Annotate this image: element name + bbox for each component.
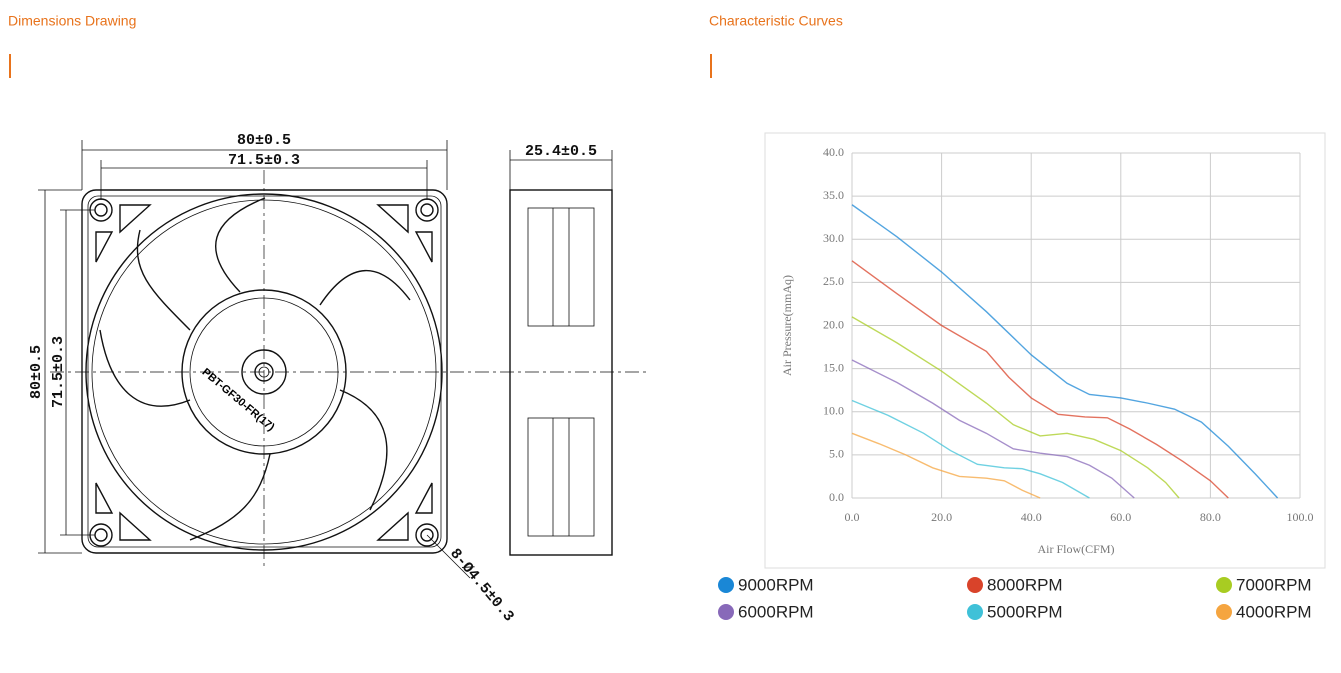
- legend-marker: [967, 577, 983, 593]
- x-tick-label: 80.0: [1200, 510, 1221, 524]
- heading-accent: [710, 54, 712, 78]
- heading-accent: [9, 54, 11, 78]
- legend-label: 9000RPM: [738, 575, 814, 594]
- series-line: [851, 432, 1041, 499]
- y-axis-label: Air Pressure(mmAq): [780, 275, 794, 376]
- x-tick-label: 40.0: [1021, 510, 1042, 524]
- chart-frame: [764, 132, 1326, 569]
- x-tick-label: 20.0: [931, 510, 952, 524]
- y-tick-label: 30.0: [823, 231, 844, 245]
- dimension-label: 8-Ø4.5±0.3: [446, 545, 517, 625]
- y-tick-label: 35.0: [823, 188, 844, 202]
- dimension-label: 71.5±0.3: [228, 152, 300, 169]
- dimension-label: 80±0.5: [28, 345, 45, 399]
- section-heading: Dimensions Drawing: [8, 13, 136, 29]
- chart: 0.0 5.0 10.0 15.0 20.0 25.0 30.0 35.0 40.0 0.0 20.…: [718, 145, 1314, 621]
- x-axis-label: Air Flow(CFM): [1037, 542, 1114, 556]
- legend-marker: [1216, 604, 1232, 620]
- section-heading: Characteristic Curves: [709, 13, 843, 29]
- y-tick-label: 20.0: [823, 317, 844, 331]
- legend-label: 4000RPM: [1236, 602, 1312, 621]
- legend-marker: [1216, 577, 1232, 593]
- x-tick-label: 100.0: [1287, 510, 1314, 524]
- legend-marker: [967, 604, 983, 620]
- y-tick-label: 5.0: [829, 447, 844, 461]
- y-tick-label: 10.0: [823, 404, 844, 418]
- dimensions-drawing: 80±0.5 71.5±0.3 25.4±0.5 80±0.5 71.5±0.3…: [28, 132, 648, 625]
- dimension-label: 71.5±0.3: [50, 336, 67, 408]
- series-line: [851, 260, 1229, 499]
- legend-marker: [718, 604, 734, 620]
- y-tick-label: 25.0: [823, 274, 844, 288]
- series-line: [851, 204, 1279, 499]
- legend-label: 7000RPM: [1236, 575, 1312, 594]
- legend-label: 5000RPM: [987, 602, 1063, 621]
- x-tick-label: 0.0: [845, 510, 860, 524]
- y-tick-label: 15.0: [823, 360, 844, 374]
- y-tick-label: 0.0: [829, 490, 844, 504]
- legend-marker: [718, 577, 734, 593]
- series-line: [851, 316, 1180, 499]
- legend-label: 6000RPM: [738, 602, 814, 621]
- dimension-label: 80±0.5: [237, 132, 291, 149]
- series-line: [851, 399, 1090, 499]
- legend-label: 8000RPM: [987, 575, 1063, 594]
- dimension-label: 25.4±0.5: [525, 143, 597, 160]
- y-tick-label: 40.0: [823, 145, 844, 159]
- series-line: [851, 359, 1135, 499]
- x-tick-label: 60.0: [1110, 510, 1131, 524]
